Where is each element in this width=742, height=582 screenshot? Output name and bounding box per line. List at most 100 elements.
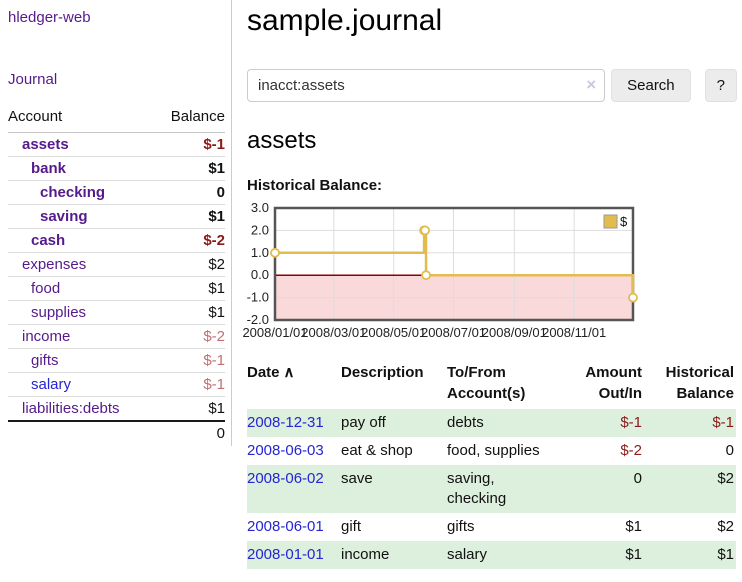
register-table: Date ∧ Description To/From Account(s) Amo… xyxy=(247,362,736,569)
transaction-accounts: debts xyxy=(447,414,484,431)
accounts-header-account: Account xyxy=(8,105,155,133)
account-balance: $-1 xyxy=(154,348,225,373)
help-button[interactable]: ? xyxy=(704,69,737,102)
account-balance: 0 xyxy=(154,180,225,205)
account-row-assets: assets $-1 xyxy=(8,133,225,157)
svg-text:2008/07/01: 2008/07/01 xyxy=(421,325,486,340)
account-link-supplies[interactable]: supplies xyxy=(31,304,87,321)
transaction-balance: $2 xyxy=(717,518,734,535)
account-link-expenses[interactable]: expenses xyxy=(22,256,87,273)
svg-text:-1.0: -1.0 xyxy=(247,290,269,305)
register-header-row: Date ∧ Description To/From Account(s) Amo… xyxy=(247,362,736,409)
register-header-amount: Amount Out/In xyxy=(585,364,642,402)
account-link-assets[interactable]: assets xyxy=(22,136,69,153)
transaction-date-link[interactable]: 2008-06-03 xyxy=(247,442,324,459)
page-title: sample.journal xyxy=(247,4,443,37)
transaction-balance: $-1 xyxy=(712,414,734,431)
search-form: × Search ? xyxy=(247,69,737,102)
transaction-balance: 0 xyxy=(725,442,734,459)
accounts-total-row: 0 xyxy=(8,420,225,445)
svg-text:2.0: 2.0 xyxy=(251,222,269,237)
register-header-balance: Historical Balance xyxy=(665,364,734,402)
transaction-accounts: gifts xyxy=(447,518,475,535)
transaction-description: save xyxy=(341,470,373,487)
accounts-header-balance: Balance xyxy=(154,105,225,133)
transaction-balance: $1 xyxy=(717,546,734,563)
account-link-income[interactable]: income xyxy=(22,328,71,345)
transaction-date-link[interactable]: 2008-01-01 xyxy=(247,546,324,563)
svg-text:2008/01/01: 2008/01/01 xyxy=(242,325,307,340)
transaction-amount: 0 xyxy=(633,470,642,487)
account-row-expenses: expenses $2 xyxy=(8,252,225,277)
account-row-income: income $-2 xyxy=(8,324,225,349)
svg-text:2008/09/01: 2008/09/01 xyxy=(482,325,547,340)
search-input[interactable] xyxy=(247,69,606,102)
svg-text:-2.0: -2.0 xyxy=(247,312,269,327)
account-balance: $2 xyxy=(154,252,225,277)
account-row-supplies: supplies $1 xyxy=(8,300,225,325)
account-balance: $-2 xyxy=(154,228,225,253)
account-balance: $1 xyxy=(154,276,225,301)
transaction-amount: $1 xyxy=(625,546,642,563)
register-header-description: Description xyxy=(341,364,424,381)
transaction-amount: $-1 xyxy=(620,414,642,431)
transaction-balance: $2 xyxy=(717,470,734,487)
transaction-description: eat & shop xyxy=(341,442,413,459)
account-balance: $-1 xyxy=(154,372,225,397)
account-link-saving[interactable]: saving xyxy=(40,208,88,225)
register-header-accounts: To/From Account(s) xyxy=(447,364,526,402)
search-button[interactable]: Search xyxy=(611,69,691,102)
transaction-date-link[interactable]: 2008-06-01 xyxy=(247,518,324,535)
account-link-food[interactable]: food xyxy=(31,280,61,297)
account-row-salary: salary $-1 xyxy=(8,372,225,397)
register-row: 2008-06-01 gift gifts $1 $2 xyxy=(247,513,736,541)
sidebar: hledger-web Journal Account Balance asse… xyxy=(0,0,232,446)
historical-balance-chart: $3.0 2.0 1.0 0.0 -1.0 -2.02008/01/012008/03/0… xyxy=(242,200,638,340)
account-link-cash[interactable]: cash xyxy=(31,232,66,249)
main-content: sample.journal × Search ? assets Histori… xyxy=(232,0,742,582)
svg-text:2008/05/01: 2008/05/01 xyxy=(361,325,426,340)
account-link-salary[interactable]: salary xyxy=(31,376,72,393)
account-link-bank[interactable]: bank xyxy=(31,160,67,177)
transaction-accounts: salary xyxy=(447,546,488,563)
svg-text:2008/11/01: 2008/11/01 xyxy=(542,325,606,340)
account-balance: $1 xyxy=(154,156,225,181)
account-link-gifts[interactable]: gifts xyxy=(31,352,59,369)
chart-title: Historical Balance: xyxy=(247,177,383,194)
account-row-food: food $1 xyxy=(8,276,225,301)
register-row: 2008-12-31 pay off debts $-1 $-1 xyxy=(247,409,736,437)
account-balance: $-2 xyxy=(154,324,225,349)
sort-ascending-icon: ∧ xyxy=(283,364,295,381)
account-row-saving: saving $1 xyxy=(8,204,225,229)
svg-text:1.0: 1.0 xyxy=(251,245,269,260)
account-row-checking: checking 0 xyxy=(8,180,225,205)
accounts-total-value: 0 xyxy=(154,420,225,445)
accounts-table: Account Balance assets $-1 bank $1 check… xyxy=(8,105,225,445)
transaction-description: pay off xyxy=(341,414,386,431)
account-heading: assets xyxy=(247,127,317,154)
register-row: 2008-01-01 income salary $1 $1 xyxy=(247,541,736,569)
account-balance: $1 xyxy=(154,204,225,229)
account-balance: $-1 xyxy=(203,136,225,153)
transaction-date-link[interactable]: 2008-12-31 xyxy=(247,414,324,431)
account-balance: $1 xyxy=(154,300,225,325)
clear-search-icon[interactable]: × xyxy=(586,75,597,94)
account-row-cash: cash $-2 xyxy=(8,228,225,253)
transaction-date-link[interactable]: 2008-06-02 xyxy=(247,470,324,487)
account-row-liabilities-debts: liabilities:debts $1 xyxy=(8,396,225,421)
account-row-bank: bank $1 xyxy=(8,156,225,181)
account-balance: $1 xyxy=(154,396,225,421)
transaction-accounts: food, supplies xyxy=(447,442,540,459)
register-header-date[interactable]: Date ∧ xyxy=(247,364,295,381)
svg-text:$: $ xyxy=(620,214,628,229)
account-row-gifts: gifts $-1 xyxy=(8,348,225,373)
brand-link[interactable]: hledger-web xyxy=(8,9,91,26)
account-link-liabilities-debts[interactable]: liabilities:debts xyxy=(22,400,120,417)
transaction-amount: $-2 xyxy=(620,442,642,459)
account-link-checking[interactable]: checking xyxy=(40,184,106,201)
sidebar-item-journal[interactable]: Journal xyxy=(8,71,58,88)
register-row: 2008-06-03 eat & shop food, supplies $-2… xyxy=(247,437,736,465)
svg-text:2008/03/01: 2008/03/01 xyxy=(301,325,366,340)
svg-text:0.0: 0.0 xyxy=(251,267,269,282)
svg-text:3.0: 3.0 xyxy=(251,200,269,215)
